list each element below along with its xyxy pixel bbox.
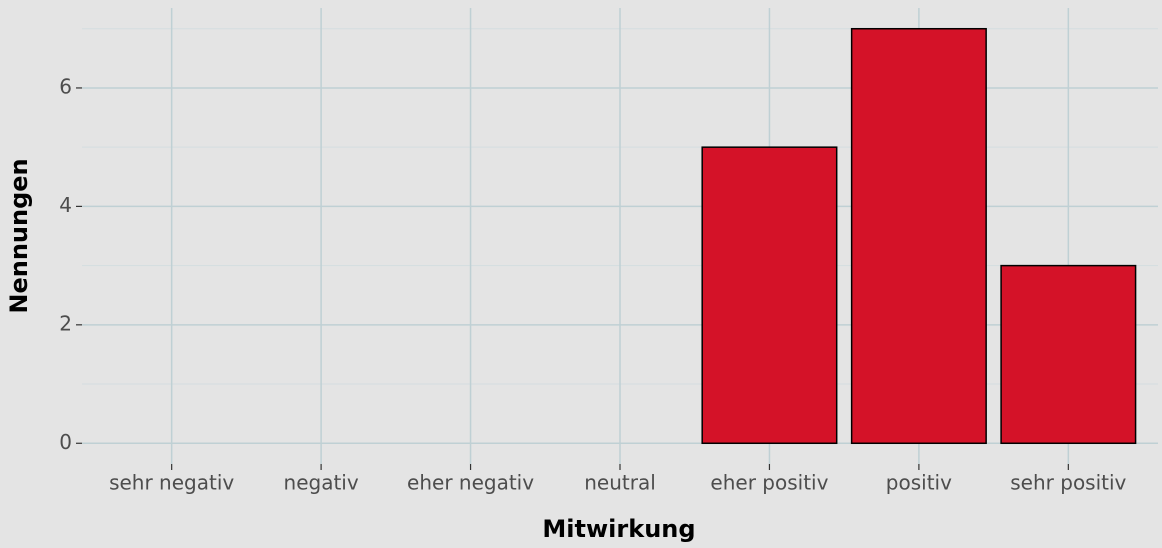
- y-tick-label: 0: [59, 430, 72, 454]
- x-tick-label: eher positiv: [710, 471, 828, 495]
- x-tick-label: eher negativ: [407, 471, 534, 495]
- y-tick-label: 6: [59, 74, 72, 98]
- x-tick-label: sehr negativ: [109, 471, 234, 495]
- y-tick-label: 2: [59, 311, 72, 335]
- x-tick-label: positiv: [886, 471, 952, 495]
- x-tick-label: negativ: [284, 471, 359, 495]
- y-tick-label: 4: [59, 193, 72, 217]
- x-tick-label: sehr positiv: [1010, 471, 1126, 495]
- bar: [1000, 264, 1137, 445]
- bar: [701, 146, 838, 445]
- y-axis-title: Nennungen: [5, 158, 33, 313]
- x-tick-label: neutral: [584, 471, 656, 495]
- bar: [850, 27, 987, 445]
- x-axis-title: Mitwirkung: [542, 515, 695, 543]
